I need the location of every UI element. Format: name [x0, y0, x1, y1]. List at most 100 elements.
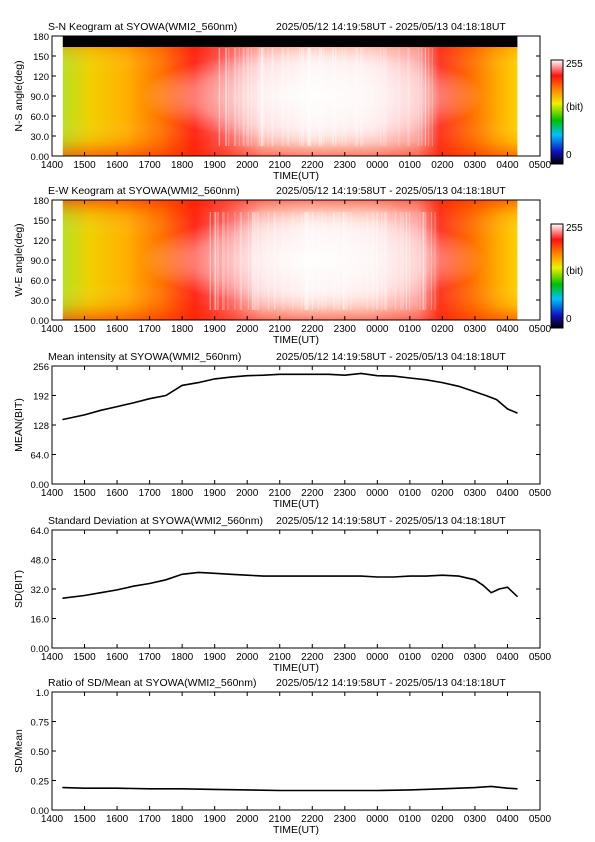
data-point: [165, 579, 167, 581]
y-tick-label: 60.0: [31, 112, 50, 123]
chart-panel-4: Standard Deviation at SYOWA(WMI2_560nm) 2…: [13, 515, 552, 674]
y-tick-label: 150: [33, 216, 49, 227]
data-point: [165, 394, 167, 397]
chart-title: S-N Keogram at SYOWA(WMI2_560nm): [48, 21, 237, 33]
data-point: [490, 592, 492, 594]
data-point: [311, 789, 313, 792]
x-tick-label: 0500: [529, 324, 552, 335]
x-tick-label: 0100: [399, 488, 422, 499]
x-axis-label: TIME(UT): [273, 824, 319, 836]
data-point: [376, 789, 378, 792]
keogram-core-glow: [62, 36, 518, 156]
colorbar-unit-label: (bit): [566, 102, 583, 113]
colorbar-unit-label: (bit): [566, 266, 583, 277]
x-tick-label: 0100: [399, 814, 422, 825]
data-point: [490, 785, 492, 788]
data-point: [62, 597, 64, 599]
x-tick-label: 1500: [73, 652, 96, 663]
data-point: [482, 584, 484, 586]
data-point: [393, 576, 395, 578]
data-point: [516, 412, 518, 414]
data-point: [116, 589, 118, 591]
colorbar: [550, 223, 564, 329]
data-point: [360, 372, 362, 374]
x-tick-label: 0400: [496, 814, 519, 825]
x-tick-label: 1600: [106, 814, 129, 825]
y-tick-label: 0.50: [31, 747, 50, 758]
data-point: [376, 375, 378, 377]
data-point: [279, 789, 281, 792]
x-tick-label: 1500: [73, 160, 96, 171]
x-tick-label: 0200: [431, 652, 454, 663]
data-point: [393, 375, 395, 377]
chart-panel-2: E-W Keogram at SYOWA(WMI2_560nm) 2025/05/…: [13, 185, 583, 346]
x-tick-label: 1400: [41, 324, 64, 335]
data-point: [116, 406, 118, 408]
x-tick-label: 1800: [171, 488, 194, 499]
data-point: [262, 575, 265, 577]
x-tick-label: 0300: [464, 160, 487, 171]
data-point: [62, 787, 64, 789]
data-point: [344, 374, 346, 376]
y-tick-label: 0.00: [31, 316, 50, 327]
x-tick-label: 1700: [138, 160, 161, 171]
data-point: [246, 574, 248, 576]
colorbar-tick-label: 0: [566, 150, 572, 161]
chart-title: Mean intensity at SYOWA(WMI2_560nm): [48, 351, 241, 363]
x-tick-label: 2000: [236, 652, 259, 663]
x-tick-label: 0200: [431, 160, 454, 171]
data-point: [506, 787, 509, 789]
x-tick-label: 1500: [73, 324, 96, 335]
data-point: [214, 378, 216, 380]
data-point: [197, 382, 199, 384]
x-tick-label: 0200: [431, 814, 454, 825]
x-tick-label: 2300: [334, 652, 357, 663]
data-point: [458, 575, 460, 577]
chart-title: Standard Deviation at SYOWA(WMI2_560nm): [48, 515, 263, 527]
y-tick-label: 0.25: [31, 777, 50, 788]
data-point: [149, 788, 151, 790]
x-tick-label: 1900: [204, 814, 227, 825]
x-tick-label: 2300: [334, 488, 357, 499]
x-tick-label: 1400: [41, 814, 64, 825]
data-point: [149, 398, 151, 400]
data-point: [441, 382, 443, 384]
x-tick-label: 0400: [496, 324, 519, 335]
data-point: [295, 373, 297, 375]
plot-area: [52, 530, 540, 648]
x-tick-label: 1600: [106, 652, 129, 663]
data-point: [149, 582, 151, 585]
data-point: [116, 787, 118, 789]
y-tick-label: 64.0: [31, 451, 50, 462]
y-axis-label: SD/Mean: [13, 729, 25, 773]
x-tick-label: 0000: [366, 160, 389, 171]
data-point: [425, 379, 427, 381]
y-axis-label: SD(BIT): [13, 570, 25, 608]
data-point: [62, 418, 64, 421]
x-tick-label: 0400: [496, 160, 519, 171]
x-tick-label: 0300: [464, 488, 487, 499]
y-axis-label: MEAN(BIT): [13, 398, 25, 452]
x-axis-label: TIME(UT): [273, 662, 319, 674]
x-tick-label: 1500: [73, 488, 96, 499]
data-point: [498, 588, 500, 590]
x-tick-label: 0000: [366, 652, 389, 663]
keogram-horizon-mask: [62, 36, 518, 47]
x-tick-label: 2200: [301, 160, 324, 171]
x-tick-label: 1900: [204, 652, 227, 663]
data-point: [132, 585, 134, 587]
x-tick-label: 1600: [106, 488, 129, 499]
y-tick-label: 0.00: [31, 480, 50, 491]
data-point: [197, 571, 199, 574]
x-tick-label: 0300: [464, 324, 487, 335]
data-point: [441, 574, 443, 576]
x-tick-label: 0100: [399, 324, 422, 335]
x-tick-label: 1800: [171, 324, 194, 335]
x-tick-label: 1800: [171, 160, 194, 171]
data-point: [214, 572, 216, 574]
data-point: [246, 375, 248, 377]
y-tick-label: 30.0: [31, 296, 50, 307]
y-tick-label: 120: [33, 236, 49, 247]
x-tick-label: 0200: [431, 324, 454, 335]
x-tick-label: 2000: [236, 814, 259, 825]
